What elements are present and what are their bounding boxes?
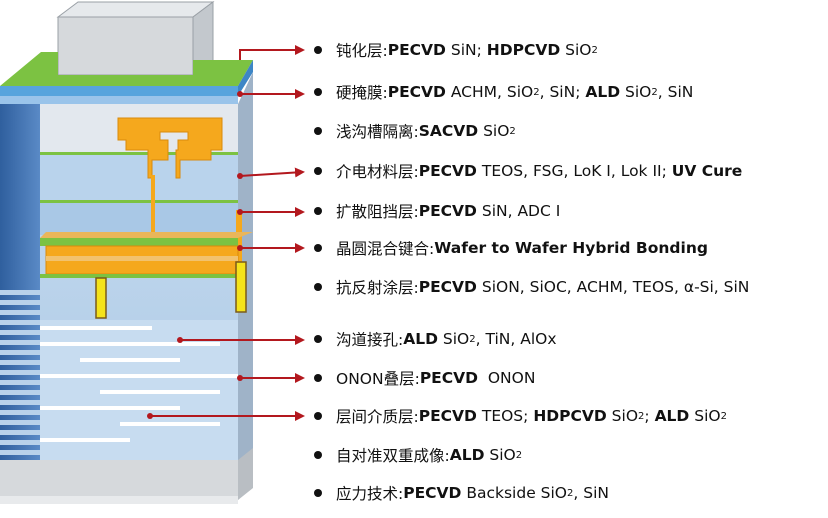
arrow-dielectric [239,167,305,178]
label-chinese: 晶圆混合键合: [336,240,435,258]
bullet-icon [314,489,322,497]
label-segment: , SiN [573,484,609,502]
label-segment: ALD [585,83,621,101]
label-item: 介电材料层: PECVD TEOS, FSG, LoK I, Lok II; UV… [314,159,742,183]
label-segment: UV Cure [671,162,743,180]
bullet-icon [314,244,322,252]
arrow-passivation [239,45,305,60]
passivation-layer [0,52,253,104]
top-cap-block [56,1,215,76]
label-segment: , SiN [657,83,694,101]
label-item: 扩散阻挡层: PECVD SiN, ADC I [314,199,560,223]
label-segment: SiO [484,446,516,464]
label-chinese: 钝化层: [336,42,388,60]
label-segment: PECVD [418,202,477,220]
label-segment: PECVD [418,162,477,180]
subscript: 2 [651,86,658,98]
label-segment: ALD [654,407,690,425]
label-segment: SiON, SiOC, ACHM, TEOS, α-Si, SiN [476,278,750,296]
subscript: 2 [515,449,523,461]
label-chinese: 抗反射涂层: [336,279,419,297]
subscript: 2 [533,86,540,98]
label-item: 抗反射涂层: PECVD SiON, SiOC, ACHM, TEOS, α-Si… [314,275,749,299]
label-segment: SiO [478,122,510,140]
onon-stripes-left [0,290,40,455]
bullet-icon [314,374,322,382]
label-chinese: 应力技术: [336,485,404,503]
label-chinese: 层间介质层: [336,408,419,426]
label-segment: HDPCVD [486,41,561,59]
onon-stripes-front [40,326,238,442]
label-segment: SiO [560,41,592,59]
label-segment: SACVD [418,122,479,140]
arrow-origin-dots [147,91,243,419]
label-segment: TEOS; [476,407,534,425]
label-item: ONON叠层: PECVD ONON [314,366,535,390]
label-chinese: 硬掩膜: [336,84,388,102]
label-item: 层间介质层: PECVD TEOS; HDPCVD SiO 2; ALD SiO 2 [314,404,727,428]
channel-contacts [95,261,247,319]
label-segment: ; [644,407,655,425]
label-item: 钝化层: PECVD SiN; HDPCVD SiO 2 [314,38,598,62]
label-segment: PECVD [403,484,462,502]
label-segment: Wafer to Wafer Hybrid Bonding [434,239,708,257]
label-segment: SiO [606,407,639,425]
label-item: 自对准双重成像: ALD SiO 2 [314,443,522,467]
label-chinese: 浅沟槽隔离: [336,123,419,141]
subscript: 2 [638,410,645,422]
subscript: 2 [720,410,727,422]
subscript: 2 [567,487,574,499]
label-item: 应力技术: PECVD Backside SiO 2, SiN [314,481,609,505]
label-segment: , SiN; [539,83,586,101]
label-chinese: 扩散阻挡层: [336,203,419,221]
subscript: 2 [469,333,476,345]
label-item: 晶圆混合键合: Wafer to Wafer Hybrid Bonding [314,236,708,260]
label-segment: SiO [620,83,652,101]
bullet-icon [314,167,322,175]
label-segment: TEOS, FSG, LoK I, Lok II; [476,162,672,180]
label-segment: , TiN, AlOx [475,330,557,348]
label-segment: PECVD [387,41,446,59]
label-chinese: 介电材料层: [336,163,419,181]
subscript: 2 [591,44,598,56]
label-segment: SiO [437,330,470,348]
label-item: 硬掩膜: PECVD ACHM, SiO 2, SiN; ALD SiO 2, SiN [314,80,693,104]
subscript: 2 [509,125,516,137]
label-segment: SiN; [445,41,487,59]
label-segment: ACHM, SiO [445,83,534,101]
callout-arrows [150,45,305,421]
hybrid-bonding-layer [40,232,253,278]
label-segment: PECVD [418,407,477,425]
bullet-icon [314,451,322,459]
bullet-icon [314,283,322,291]
label-chinese: 自对准双重成像: [336,447,450,465]
label-segment: ONON [478,369,536,387]
label-segment: PECVD [387,83,446,101]
substrate [0,448,253,504]
label-item: 沟道接孔: ALD SiO 2, TiN, AlOx [314,327,557,351]
copper-interconnect [117,117,242,270]
bullet-icon [314,127,322,135]
bullet-icon [314,207,322,215]
label-chinese: 沟道接孔: [336,331,404,349]
label-chinese: ONON叠层: [336,370,420,388]
label-segment: ALD [449,446,485,464]
bullet-icon [314,46,322,54]
label-segment: HDPCVD [533,407,607,425]
bullet-icon [314,335,322,343]
label-segment: SiO [689,407,721,425]
label-segment: SiN, ADC I [476,202,561,220]
bullet-icon [314,88,322,96]
bullet-icon [314,412,322,420]
label-item: 浅沟槽隔离: SACVD SiO 2 [314,119,516,143]
onon-stack [0,290,238,460]
label-segment: PECVD [419,369,478,387]
label-segment: Backside SiO [461,484,568,502]
label-segment: ALD [403,330,438,348]
label-segment: PECVD [418,278,477,296]
